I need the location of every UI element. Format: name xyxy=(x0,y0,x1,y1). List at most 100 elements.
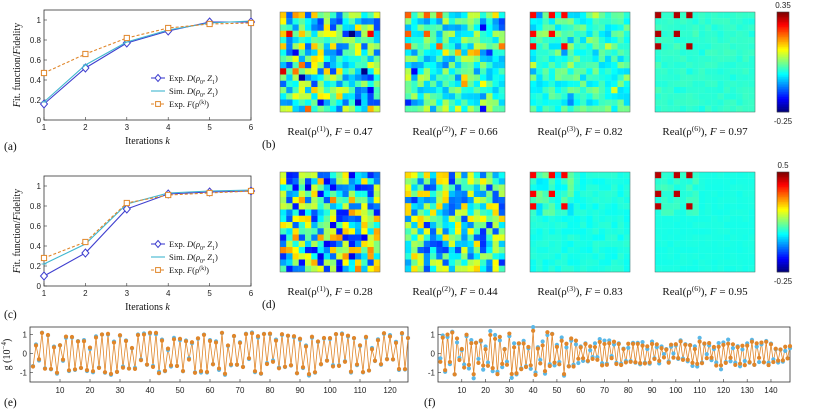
matrix-cell xyxy=(286,62,293,69)
matrix-cell xyxy=(698,209,706,216)
matrix-cell xyxy=(623,190,631,198)
matrix-cell xyxy=(573,105,581,113)
matrix-cell xyxy=(473,12,481,19)
matrix-cell xyxy=(361,80,368,88)
matrix-cell xyxy=(717,228,724,235)
matrix-cell xyxy=(661,12,668,19)
colorbar-step xyxy=(777,38,789,41)
matrix-cell xyxy=(667,30,674,38)
matrix-cell xyxy=(436,172,443,179)
matrix-cell xyxy=(623,55,631,63)
heatmap-row-b: Real(ρ(1)), F = 0.47 Real(ρ(2)), F = 0.66… xyxy=(262,1,793,151)
matrix-cell xyxy=(580,184,587,191)
matrix-cell xyxy=(286,222,293,229)
matrix-cell xyxy=(736,197,743,204)
matrix-cell xyxy=(723,178,731,185)
matrix-cell xyxy=(311,24,318,31)
matrix-cell xyxy=(548,197,556,204)
matrix-cell xyxy=(686,105,693,113)
matrix-cell xyxy=(623,172,631,179)
matrix-cell xyxy=(373,240,381,248)
matrix-cell xyxy=(467,197,474,204)
colorbar-step xyxy=(777,105,789,108)
matrix-cell xyxy=(405,190,412,198)
matrix-cell xyxy=(448,12,456,19)
matrix-cell xyxy=(605,37,612,44)
matrix-cell xyxy=(323,74,331,81)
matrix-cell xyxy=(530,253,537,260)
matrix-cell xyxy=(473,253,481,260)
matrix-cell xyxy=(330,24,337,31)
g-exp-point xyxy=(78,365,84,371)
g-exp-point xyxy=(740,343,745,348)
matrix-cell xyxy=(442,55,449,63)
colorbar-step xyxy=(777,28,789,31)
matrix-cell xyxy=(305,99,312,106)
matrix-cell xyxy=(417,253,424,260)
matrix-cell xyxy=(655,253,662,260)
y-tick-label: 0.4 xyxy=(30,242,42,251)
matrix-cell xyxy=(373,93,381,100)
matrix-cell xyxy=(323,62,331,69)
matrix-cell xyxy=(611,49,618,56)
matrix-cell xyxy=(617,172,624,179)
matrix-cell xyxy=(480,184,487,191)
matrix-cell xyxy=(492,12,499,19)
matrix-cell xyxy=(480,49,487,56)
matrix-cell xyxy=(430,259,437,266)
matrix-cell xyxy=(730,43,737,50)
matrix-cell xyxy=(567,253,574,260)
matrix-cell xyxy=(686,172,693,179)
matrix-cell xyxy=(423,49,431,56)
matrix-cell xyxy=(598,62,606,69)
matrix-cell xyxy=(717,24,724,31)
matrix-cell xyxy=(480,240,487,248)
g-exp-point xyxy=(48,366,54,372)
panel-label: (e) xyxy=(4,397,17,409)
matrix-cell xyxy=(430,93,437,100)
matrix-cell xyxy=(405,215,412,223)
matrix-cell xyxy=(698,228,706,235)
matrix-cell xyxy=(436,197,443,204)
matrix-cell xyxy=(586,190,593,198)
matrix-cell xyxy=(723,197,731,204)
g-exp-point xyxy=(571,364,576,369)
matrix-cell xyxy=(355,265,362,273)
matrix-cell xyxy=(486,30,493,38)
matrix-cell xyxy=(548,105,556,113)
matrix-cell xyxy=(536,55,543,63)
matrix-cell xyxy=(705,247,712,254)
g-exp-point xyxy=(195,336,201,341)
colorbar-step xyxy=(777,42,789,44)
colorbar-step xyxy=(777,45,789,48)
colorbar-step xyxy=(777,85,789,88)
g-exp-point xyxy=(129,345,135,351)
matrix-cell xyxy=(455,209,462,216)
g-exp-point xyxy=(481,363,486,368)
matrix-cell xyxy=(286,37,293,44)
matrix-cell xyxy=(655,74,662,81)
matrix-cell xyxy=(698,93,706,100)
matrix-cell xyxy=(417,222,424,229)
colorbar-step xyxy=(777,47,789,49)
g-exp-point xyxy=(495,372,500,377)
matrix-cell xyxy=(705,30,712,38)
matrix-cell xyxy=(530,215,537,223)
matrix-cell xyxy=(655,184,662,191)
matrix-cell xyxy=(373,74,381,81)
matrix-cell xyxy=(448,184,456,191)
matrix-cell xyxy=(361,197,368,204)
colorbar-step xyxy=(777,203,789,206)
matrix-cell xyxy=(692,228,699,235)
matrix-cell xyxy=(573,215,581,223)
colorbar-step xyxy=(777,270,789,273)
colorbar-step xyxy=(777,13,789,16)
matrix-cell xyxy=(473,62,481,69)
matrix-cell xyxy=(586,49,593,56)
matrix-cell xyxy=(736,265,743,273)
matrix-cell xyxy=(486,55,493,63)
colorbar-step xyxy=(777,178,789,181)
matrix-cell xyxy=(711,190,718,198)
matrix-cell xyxy=(461,99,468,106)
matrix-cell xyxy=(655,49,662,56)
